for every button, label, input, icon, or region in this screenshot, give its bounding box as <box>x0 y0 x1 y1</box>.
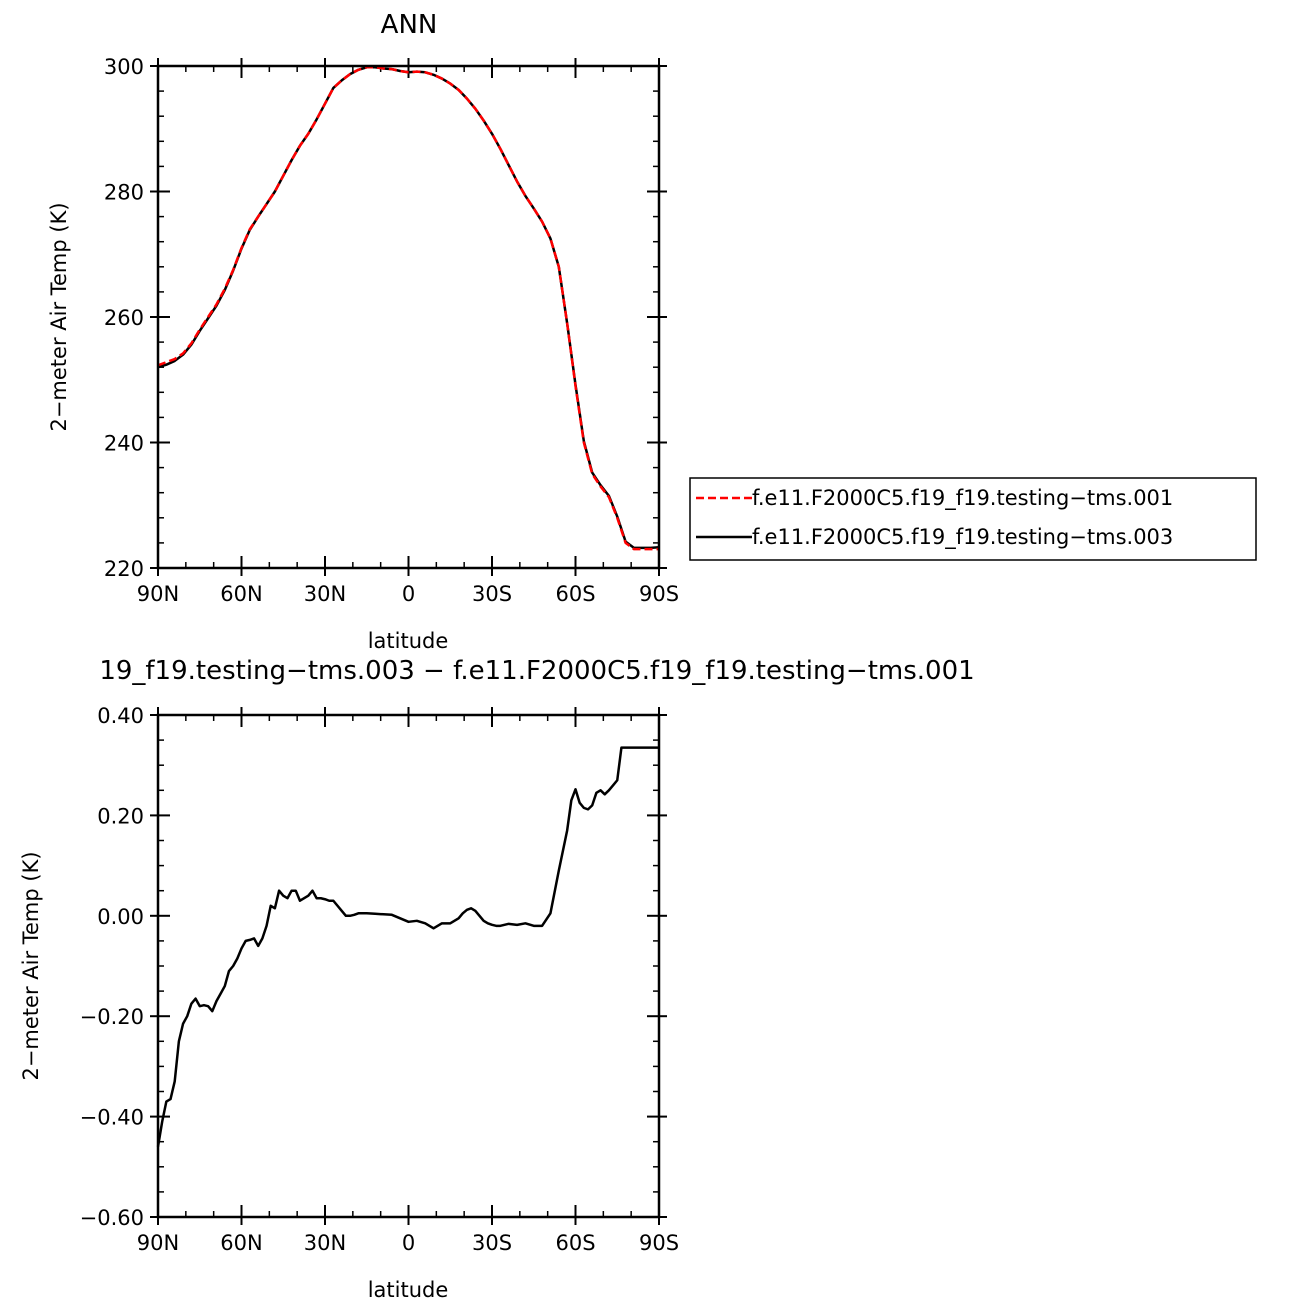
top-y-tick-label: 220 <box>104 557 144 581</box>
bottom-x-axis-label: latitude <box>368 1278 449 1302</box>
bottom-y-tick-label: 0.40 <box>97 704 144 728</box>
top-x-tick-label: 90N <box>137 582 179 606</box>
bottom-panel: 19_f19.testing−tms.003 − f.e11.F2000C5.f… <box>19 656 975 1302</box>
bottom-x-tick-label: 30S <box>472 1231 512 1255</box>
legend: f.e11.F2000C5.f19_f19.testing−tms.001 f.… <box>689 477 1257 561</box>
top-axes: 90N 60N 30N 0 30S 60S 90S 220 240 260 280 300 <box>104 55 679 606</box>
bottom-axes: 90N 60N 30N 0 30S 60S 90S −0.60 −0.40 −0.20 0.00 0.… <box>80 704 679 1255</box>
legend-box <box>689 477 1257 561</box>
bottom-x-tick-label: 90S <box>639 1231 679 1255</box>
top-plot-frame <box>156 64 661 570</box>
bottom-chart-title: 19_f19.testing−tms.003 − f.e11.F2000C5.f… <box>99 656 974 686</box>
bottom-x-tick-label: 0 <box>402 1231 415 1255</box>
top-x-axis-label: latitude <box>368 629 449 653</box>
top-y-tick-label: 260 <box>104 306 144 330</box>
top-x-tick-label: 90S <box>639 582 679 606</box>
bottom-y-axis-label: 2−meter Air Temp (K) <box>19 851 43 1080</box>
legend-label-series-1: f.e11.F2000C5.f19_f19.testing−tms.001 <box>752 486 1173 511</box>
top-x-tick-label: 60S <box>555 582 595 606</box>
top-x-tick-label: 0 <box>402 582 415 606</box>
top-panel: ANN 90N 60N 30N 0 30S 60S 90S 220 240 260 280 300 l… <box>47 10 1257 653</box>
top-chart-title: ANN <box>381 10 438 40</box>
bottom-series-lines <box>156 746 659 1147</box>
bottom-y-tick-label: −0.40 <box>80 1106 144 1130</box>
top-y-tick-label: 280 <box>104 181 144 205</box>
bottom-x-tick-label: 30N <box>304 1231 346 1255</box>
bottom-y-tick-label: −0.60 <box>80 1206 144 1230</box>
top-y-tick-label: 240 <box>104 432 144 456</box>
bottom-y-tick-label: 0.00 <box>97 905 144 929</box>
bottom-x-tick-label: 60S <box>555 1231 595 1255</box>
bottom-series-1-line <box>156 746 659 1147</box>
top-x-tick-label: 60N <box>220 582 262 606</box>
bottom-y-tick-label: −0.20 <box>80 1005 144 1029</box>
top-series-lines <box>157 66 660 551</box>
top-y-tick-label: 300 <box>104 55 144 79</box>
bottom-x-tick-label: 90N <box>137 1231 179 1255</box>
bottom-plot-frame <box>156 713 661 1219</box>
bottom-y-tick-label: 0.20 <box>97 804 144 828</box>
top-series-2-line <box>157 66 660 550</box>
bottom-x-tick-label: 60N <box>220 1231 262 1255</box>
legend-label-series-2: f.e11.F2000C5.f19_f19.testing−tms.003 <box>752 525 1173 550</box>
top-series-1-line <box>157 66 659 551</box>
top-x-tick-label: 30N <box>304 582 346 606</box>
top-x-tick-label: 30S <box>472 582 512 606</box>
top-y-axis-label: 2−meter Air Temp (K) <box>47 202 71 431</box>
